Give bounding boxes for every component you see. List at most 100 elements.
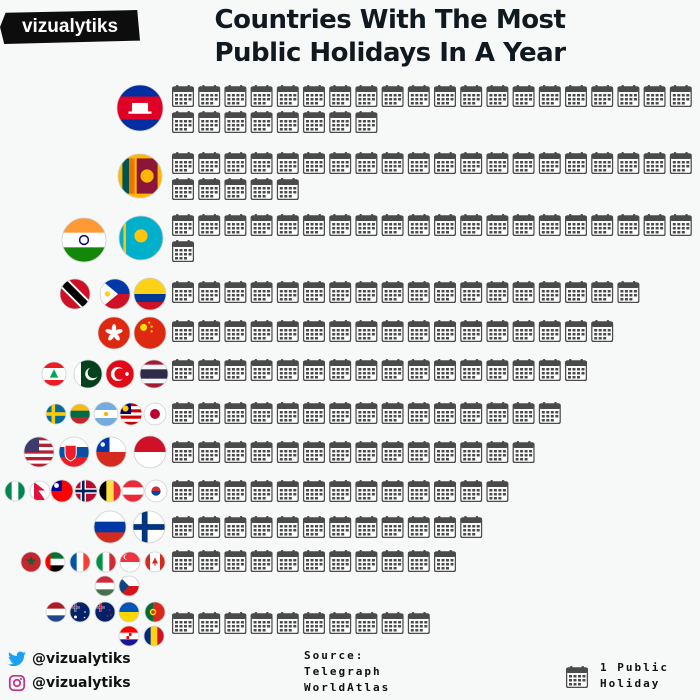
calendar-icon xyxy=(460,441,483,463)
calendar-icon xyxy=(198,85,221,107)
calendar-row-12 xyxy=(172,612,430,634)
calendar-icon xyxy=(460,85,483,107)
calendar-icon xyxy=(538,359,561,381)
source-block: Source: Telegraph WorldAtlas xyxy=(304,648,390,696)
calendar-icon xyxy=(617,214,640,236)
calendar-icon xyxy=(407,281,430,303)
calendar-icon xyxy=(355,152,378,174)
calendar-icon xyxy=(250,85,273,107)
calendar-icon xyxy=(617,85,640,107)
flag-canada-icon xyxy=(144,551,166,573)
calendar-icon xyxy=(329,152,352,174)
calendar-icon xyxy=(250,178,273,200)
calendar-icon xyxy=(407,441,430,463)
calendar-icon xyxy=(224,516,247,538)
calendar-icon xyxy=(486,402,509,424)
calendar-icon xyxy=(669,214,692,236)
calendar-icon xyxy=(460,214,483,236)
calendar-icon xyxy=(591,281,614,303)
calendar-icon xyxy=(172,402,194,424)
calendar-icon xyxy=(434,402,456,424)
calendar-icon xyxy=(303,281,325,303)
calendar-icon xyxy=(250,359,273,381)
flag-chile-icon xyxy=(95,436,127,468)
calendar-icon xyxy=(198,550,221,572)
flag-pakistan-icon xyxy=(73,359,103,389)
flag-austria-icon xyxy=(121,479,145,503)
calendar-icon xyxy=(172,516,194,538)
calendar-icon xyxy=(250,612,273,634)
flag-nepal-icon xyxy=(29,480,51,502)
calendar-icon xyxy=(486,359,509,381)
calendar-icon xyxy=(617,152,640,174)
calendar-row-3 xyxy=(172,214,692,262)
instagram-handle: @vizualytiks xyxy=(32,675,131,691)
calendar-icon xyxy=(329,516,352,538)
calendar-icon xyxy=(250,516,273,538)
calendar-icon xyxy=(303,111,325,133)
calendar-icon xyxy=(591,320,614,342)
calendar-icon xyxy=(486,85,509,107)
calendar-icon xyxy=(643,152,666,174)
calendar-icon xyxy=(172,480,194,502)
calendar-icon xyxy=(172,111,194,133)
calendar-icon xyxy=(329,480,352,502)
calendar-icon xyxy=(434,441,456,463)
calendar-icon xyxy=(276,550,299,572)
calendar-icon xyxy=(381,320,404,342)
calendar-icon xyxy=(303,402,325,424)
calendar-row-8 xyxy=(172,441,535,463)
calendar-icon xyxy=(224,214,247,236)
calendar-icon xyxy=(329,214,352,236)
calendar-icon xyxy=(198,281,221,303)
calendar-icon xyxy=(198,152,221,174)
calendar-row-7 xyxy=(172,402,561,424)
calendar-icon xyxy=(172,612,194,634)
calendar-icon xyxy=(276,152,299,174)
legend-line-2: Holiday xyxy=(600,677,661,690)
flag-sweden-icon xyxy=(45,403,67,425)
calendar-icon xyxy=(355,516,378,538)
flag-south-korea-icon xyxy=(144,479,168,503)
calendar-icon xyxy=(460,480,483,502)
calendar-icon xyxy=(407,402,430,424)
flag-hong-kong-icon xyxy=(97,316,131,350)
calendar-icon xyxy=(381,612,404,634)
calendar-icon xyxy=(303,550,325,572)
calendar-icon xyxy=(512,152,535,174)
flag-japan-icon xyxy=(143,402,167,426)
calendar-icon xyxy=(303,612,325,634)
calendar-icon xyxy=(224,359,247,381)
calendar-icon xyxy=(381,516,404,538)
calendar-icon xyxy=(198,516,221,538)
flag-nigeria-icon xyxy=(4,480,26,502)
calendar-icon xyxy=(198,320,221,342)
flag-slovakia-icon xyxy=(58,436,90,468)
calendar-icon xyxy=(250,214,273,236)
calendar-icon xyxy=(224,441,247,463)
title-line-1: Countries With The Most xyxy=(214,5,566,35)
calendar-row-6 xyxy=(172,359,587,381)
calendar-icon xyxy=(250,111,273,133)
calendar-icon xyxy=(355,550,378,572)
flag-sri-lanka-icon xyxy=(117,153,163,199)
calendar-icon xyxy=(486,480,509,502)
flag-ukraine-icon xyxy=(118,601,140,623)
flag-lebanon-icon xyxy=(41,361,67,387)
calendar-icon xyxy=(224,178,247,200)
calendar-icon xyxy=(407,612,430,634)
calendar-icon xyxy=(669,85,692,107)
twitter-icon xyxy=(8,651,26,667)
flag-belgium-icon xyxy=(98,479,122,503)
calendar-icon xyxy=(617,281,640,303)
calendar-icon xyxy=(276,111,299,133)
calendar-icon xyxy=(407,320,430,342)
calendar-icon xyxy=(224,281,247,303)
calendar-icon xyxy=(276,281,299,303)
calendar-icon xyxy=(538,402,561,424)
calendar-icon xyxy=(224,85,247,107)
calendar-icon xyxy=(669,152,692,174)
calendar-icon xyxy=(224,612,247,634)
calendar-icon xyxy=(565,85,587,107)
calendar-icon xyxy=(250,152,273,174)
